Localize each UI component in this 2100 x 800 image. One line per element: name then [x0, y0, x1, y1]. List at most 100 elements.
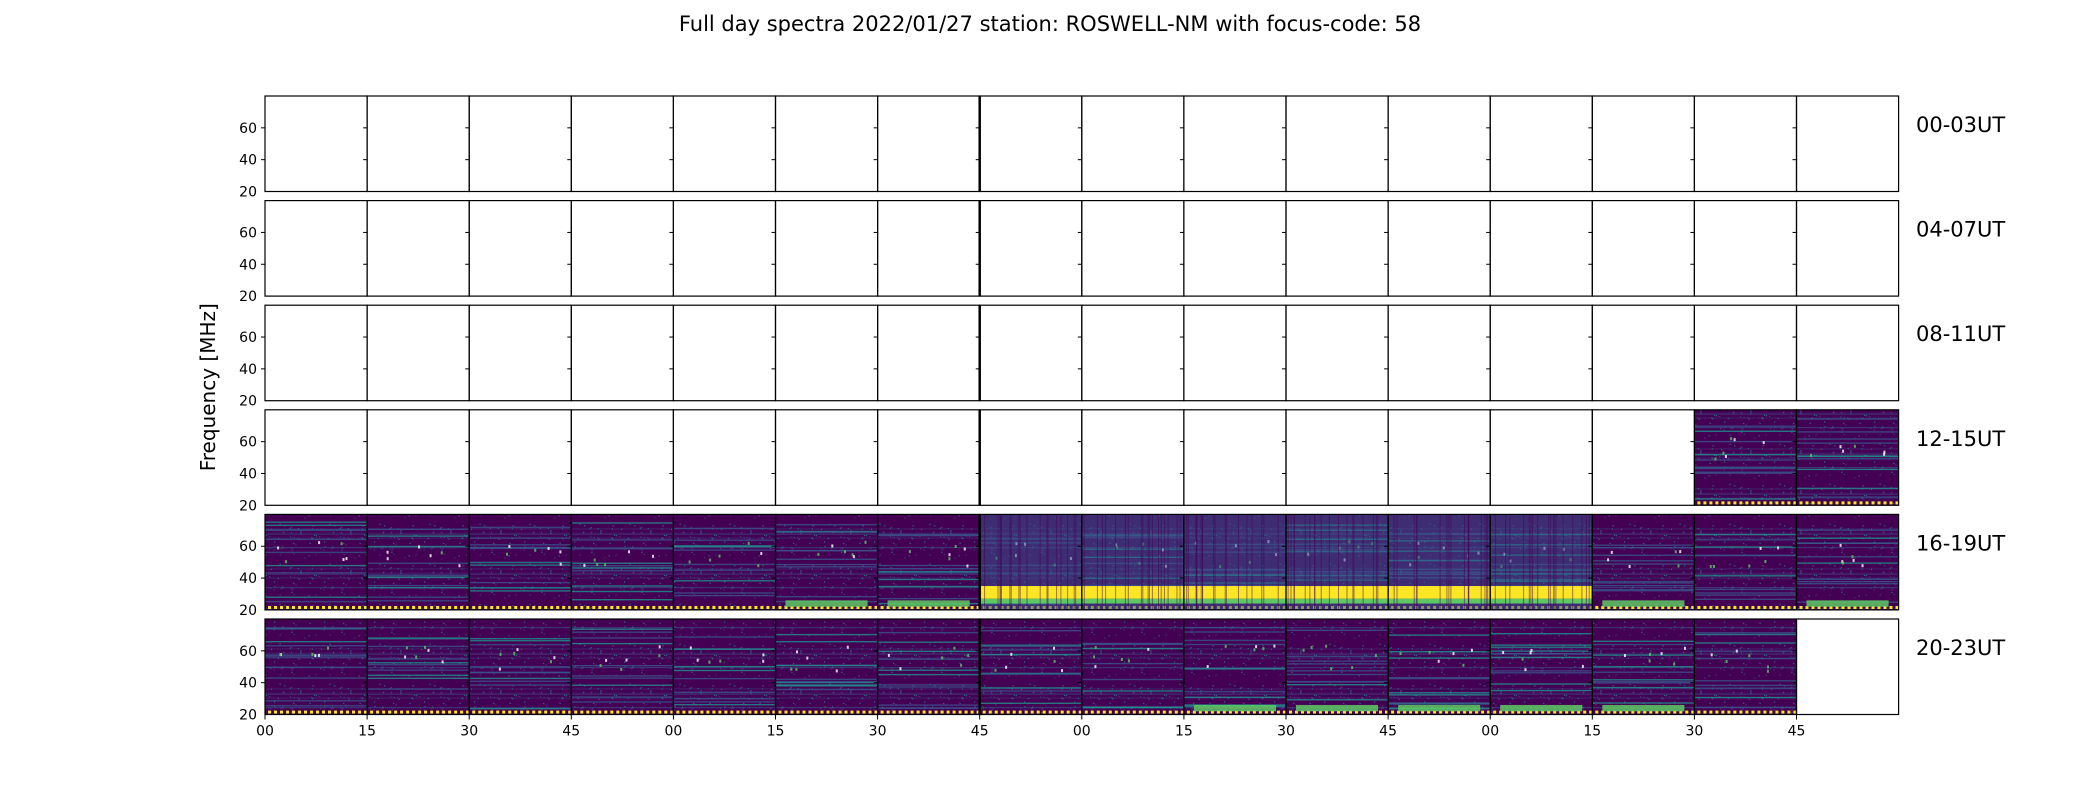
baseline-dot — [784, 710, 788, 714]
y-axis-label: Frequency [MHz] — [196, 303, 220, 471]
baseline-dot — [574, 710, 578, 714]
spectral-line — [673, 594, 776, 597]
baseline-dot — [1661, 710, 1665, 714]
speckle — [887, 653, 890, 657]
vertical-streak — [1148, 514, 1150, 610]
baseline-dot — [1445, 710, 1449, 714]
baseline-dot — [1811, 501, 1815, 505]
spectral-line — [1694, 440, 1797, 443]
spectral-line — [775, 550, 878, 552]
panel-frame — [1489, 409, 1593, 506]
panel-frame — [1591, 200, 1696, 297]
speckle — [1581, 664, 1584, 668]
baseline-dot — [976, 710, 980, 714]
baseline-dot — [1487, 710, 1491, 714]
spectral-line — [571, 567, 674, 569]
baseline-dot — [946, 710, 950, 714]
baseline-dot — [772, 606, 776, 609]
speckle — [1767, 665, 1769, 669]
baseline-dot — [1493, 710, 1497, 714]
spectral-line — [367, 637, 470, 639]
baseline-dot — [1769, 710, 1773, 714]
y-tick-label: 60 — [239, 539, 257, 555]
spectral-line — [775, 681, 878, 684]
speckle — [1839, 445, 1842, 449]
spectral-line — [571, 677, 674, 679]
spectral-line — [877, 597, 980, 600]
vertical-streak — [1142, 514, 1144, 610]
baseline-dot — [958, 710, 962, 714]
spectrogram-texture — [1796, 514, 1899, 610]
baseline-dot — [334, 710, 337, 714]
baseline-dot — [610, 710, 614, 714]
baseline-dot — [754, 710, 758, 714]
speckle — [1842, 561, 1845, 565]
vertical-streak — [1446, 514, 1448, 610]
bright-band — [1490, 586, 1593, 599]
baseline-dot — [856, 710, 860, 714]
y-tick-label: 20 — [239, 394, 257, 410]
spectral-line — [571, 684, 674, 686]
baseline-dot — [1529, 710, 1533, 714]
speckle — [762, 653, 765, 657]
speckle — [1883, 452, 1886, 456]
vertical-streak — [1073, 514, 1075, 610]
speckle — [1224, 644, 1227, 648]
spectral-line — [1694, 533, 1797, 536]
baseline-dot — [1295, 710, 1298, 714]
spectral-line — [571, 565, 674, 567]
vertical-streak — [1549, 514, 1551, 610]
speckle — [1053, 659, 1056, 663]
baseline-dot — [298, 710, 301, 714]
vertical-streak — [1523, 514, 1525, 610]
spectral-line — [367, 638, 470, 640]
spectral-line — [265, 529, 368, 531]
spectral-line — [1286, 663, 1389, 665]
spectral-line — [1694, 454, 1797, 456]
bright-band — [1286, 586, 1389, 599]
baseline-dot — [694, 710, 698, 714]
baseline-dot — [1108, 710, 1112, 714]
baseline-dot — [1048, 710, 1052, 714]
baseline-dot — [658, 606, 662, 609]
baseline-dot — [670, 606, 674, 609]
spectral-line — [1694, 575, 1797, 577]
baseline-dot — [1655, 606, 1659, 609]
speckle — [994, 668, 997, 672]
spectral-line — [673, 648, 776, 650]
spectrogram-texture — [1592, 514, 1695, 610]
speckle — [1529, 651, 1532, 655]
vertical-streak — [1075, 514, 1077, 610]
baseline-dot — [754, 606, 758, 609]
baseline-dot — [1757, 501, 1761, 505]
spectral-line — [775, 531, 878, 533]
spectral-line — [1592, 643, 1695, 646]
spectral-line — [1490, 683, 1593, 685]
spectral-line — [367, 528, 470, 530]
spectral-line — [469, 537, 572, 539]
panel-frame — [570, 409, 674, 506]
spectral-line — [1694, 472, 1797, 474]
speckle — [1524, 668, 1527, 672]
baseline-dot — [862, 606, 866, 609]
spectral-line — [469, 546, 572, 549]
baseline-dot — [364, 710, 367, 714]
baseline-dot — [478, 606, 482, 609]
baseline-dot — [1733, 710, 1737, 714]
baseline-dot — [646, 710, 650, 714]
speckle — [1748, 564, 1751, 568]
panel-frame — [264, 200, 368, 297]
baseline-dot — [1198, 710, 1202, 714]
baseline-dot — [940, 606, 944, 609]
spectral-line — [1286, 699, 1389, 701]
spectral-line — [1592, 547, 1695, 549]
spectral-line — [1796, 431, 1899, 433]
vertical-streak — [1214, 514, 1216, 610]
spectral-line — [1796, 578, 1899, 580]
bright-band — [1183, 586, 1286, 599]
spectral-line — [367, 645, 470, 648]
spectral-line — [673, 701, 776, 703]
baseline-dot — [1421, 710, 1425, 714]
baseline-dot — [640, 606, 644, 609]
speckle — [1677, 564, 1680, 568]
